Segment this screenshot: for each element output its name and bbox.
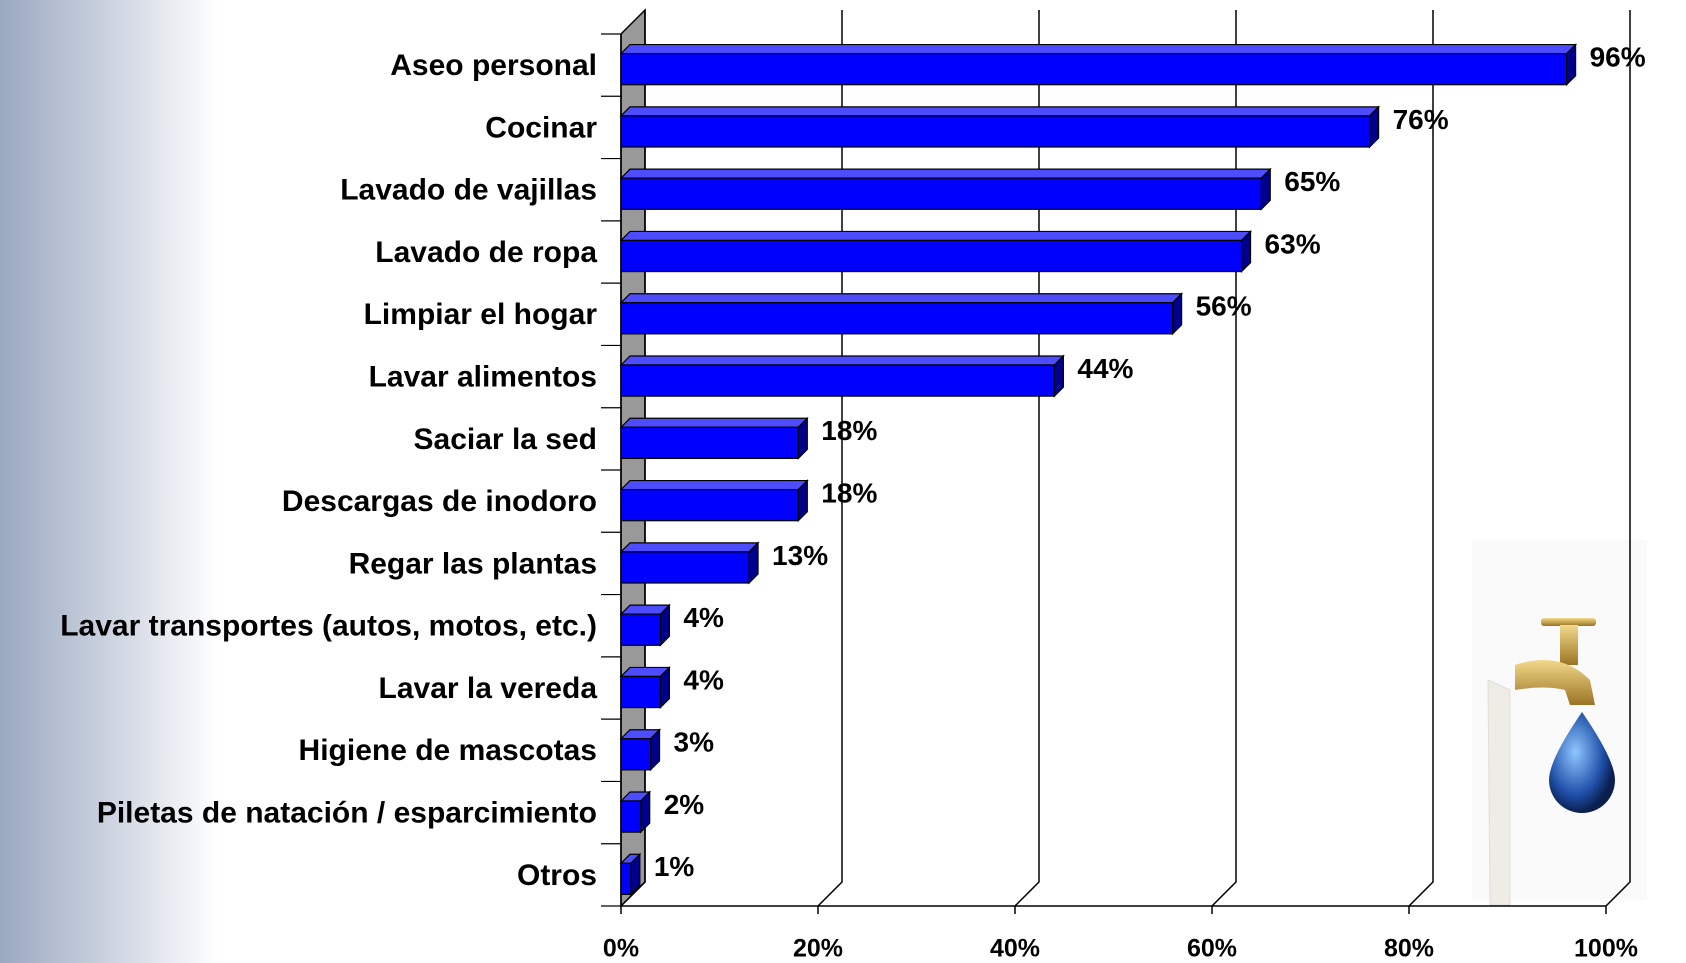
bar (620, 738, 652, 771)
bar (620, 52, 1568, 86)
category-label: Aseo personal (390, 49, 597, 82)
bar-top (619, 168, 1272, 179)
bar (620, 364, 1055, 397)
category-label: Lavado de ropa (375, 236, 597, 269)
grid-line (1211, 10, 1237, 907)
bar (620, 862, 632, 896)
value-label: 13% (772, 540, 828, 571)
value-label: 44% (1077, 353, 1133, 384)
bar (620, 177, 1262, 210)
bar (620, 551, 750, 584)
bar (620, 426, 799, 460)
value-label: 96% (1590, 42, 1646, 73)
category-label: Otros (517, 859, 597, 892)
grid-line (1408, 10, 1434, 907)
bar (620, 800, 642, 833)
bar (620, 675, 662, 709)
category-label: Saciar la sed (414, 423, 597, 456)
value-label: 3% (674, 727, 715, 758)
value-label: 18% (821, 478, 877, 509)
category-label: Lavar transportes (autos, motos, etc.) (60, 610, 597, 643)
value-label: 56% (1196, 291, 1252, 322)
value-label: 65% (1284, 166, 1340, 197)
grid-line (1605, 10, 1631, 907)
faucet-illustration (1472, 540, 1647, 906)
bar-top (619, 542, 760, 553)
category-label: Lavar alimentos (369, 360, 597, 393)
bar-top (619, 230, 1252, 242)
value-label: 4% (683, 664, 724, 695)
bar-top (619, 106, 1381, 117)
x-tick-label: 60% (1187, 935, 1237, 963)
bar-top (619, 417, 809, 428)
bar (620, 115, 1371, 148)
bar (620, 488, 799, 522)
bar-top (619, 43, 1578, 55)
bar (620, 613, 662, 646)
value-label: 2% (664, 789, 705, 820)
bar-top (619, 293, 1184, 304)
value-label: 18% (821, 415, 877, 446)
category-label: Lavado de vajillas (340, 174, 597, 207)
category-label: Limpiar el hogar (364, 298, 598, 331)
x-tick-label: 40% (990, 935, 1040, 963)
bar (620, 239, 1243, 273)
value-label: 63% (1265, 228, 1321, 259)
bar (620, 302, 1174, 335)
category-label: Regar las plantas (349, 547, 597, 580)
bar-top (619, 479, 809, 491)
category-label: Lavar la vereda (379, 672, 598, 705)
value-label: 76% (1393, 104, 1449, 135)
x-tick-label: 20% (793, 935, 843, 963)
category-label: Piletas de natación / esparcimiento (97, 796, 597, 829)
x-tick-label: 80% (1384, 935, 1434, 963)
value-label: 1% (654, 851, 695, 882)
x-tick-label: 100% (1574, 935, 1638, 963)
x-tick-label: 0% (603, 935, 639, 963)
category-label: Higiene de mascotas (299, 734, 597, 767)
category-label: Cocinar (485, 111, 597, 144)
value-label: 4% (683, 602, 724, 633)
category-label: Descargas de inodoro (282, 485, 597, 518)
bar-top (619, 355, 1065, 366)
